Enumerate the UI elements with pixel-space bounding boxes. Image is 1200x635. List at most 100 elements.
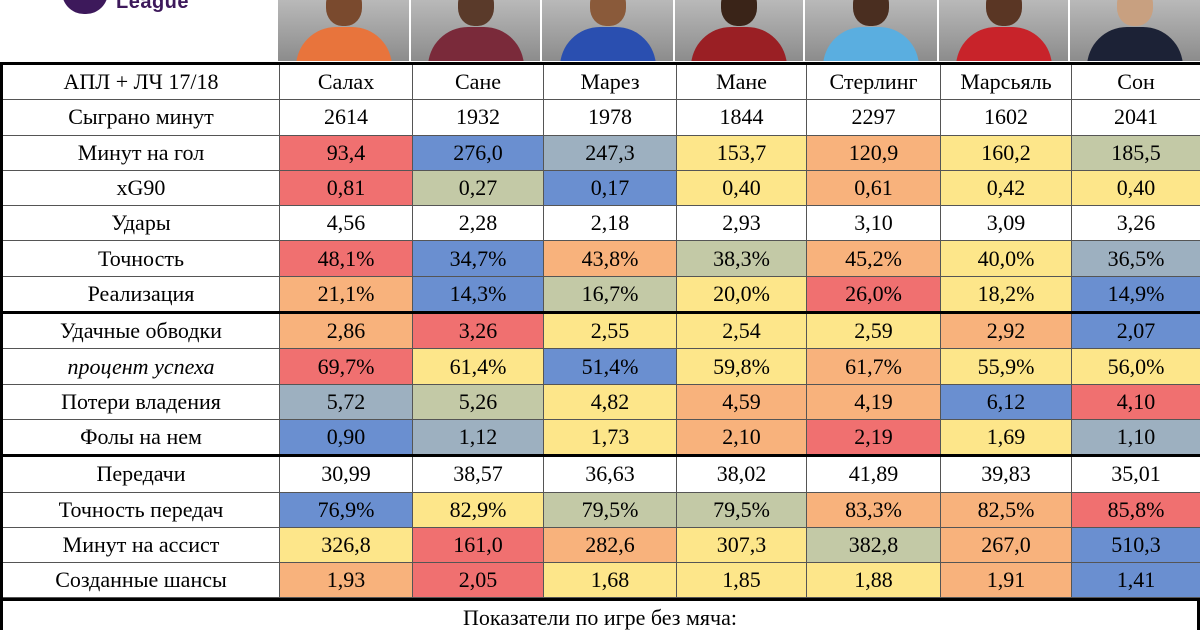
- metric-value-cell: 2,18: [544, 206, 677, 241]
- player-name-header: Стерлинг: [807, 64, 941, 100]
- league-logo-text: League: [116, 0, 189, 14]
- metric-value-cell: 0,90: [280, 419, 413, 455]
- player-name-header: Сон: [1072, 64, 1200, 100]
- metric-value-cell: 45,2%: [807, 241, 941, 276]
- metric-value-cell: 1,91: [941, 563, 1072, 598]
- metric-label: Удары: [2, 206, 280, 241]
- player-shirt: [956, 27, 1052, 61]
- metric-value-cell: 16,7%: [544, 276, 677, 312]
- player-face: [1117, 0, 1153, 26]
- metric-value-cell: 0,17: [544, 170, 677, 205]
- metric-value-cell: 38,57: [413, 456, 544, 492]
- metric-value-cell: 510,3: [1072, 527, 1200, 562]
- metric-value-cell: 2,10: [677, 419, 807, 455]
- metric-value-cell: 26,0%: [807, 276, 941, 312]
- metric-value-cell: 79,5%: [677, 492, 807, 527]
- metric-value-cell: 2,92: [941, 313, 1072, 349]
- metric-value-cell: 1602: [941, 100, 1072, 135]
- metric-label: Удачные обводки: [2, 313, 280, 349]
- metric-value-cell: 1,93: [280, 563, 413, 598]
- metric-value-cell: 0,61: [807, 170, 941, 205]
- metric-value-cell: 14,9%: [1072, 276, 1200, 312]
- metric-value-cell: 2,55: [544, 313, 677, 349]
- player-face: [721, 0, 757, 26]
- metric-label: Точность передач: [2, 492, 280, 527]
- metric-value-cell: 61,4%: [413, 349, 544, 384]
- metric-value-cell: 4,82: [544, 384, 677, 419]
- metric-value-cell: 2614: [280, 100, 413, 135]
- metric-value-cell: 2,54: [677, 313, 807, 349]
- metric-value-cell: 69,7%: [280, 349, 413, 384]
- metric-value-cell: 3,10: [807, 206, 941, 241]
- metric-value-cell: 55,9%: [941, 349, 1072, 384]
- metric-value-cell: 3,09: [941, 206, 1072, 241]
- metric-value-cell: 276,0: [413, 135, 544, 170]
- player-face: [458, 0, 494, 26]
- metric-value-cell: 93,4: [280, 135, 413, 170]
- metric-value-cell: 76,9%: [280, 492, 413, 527]
- player-photo: [411, 0, 540, 61]
- metric-value-cell: 38,02: [677, 456, 807, 492]
- metric-value-cell: 153,7: [677, 135, 807, 170]
- metric-value-cell: 56,0%: [1072, 349, 1200, 384]
- metric-value-cell: 30,99: [280, 456, 413, 492]
- metric-value-cell: 85,8%: [1072, 492, 1200, 527]
- metric-value-cell: 4,56: [280, 206, 413, 241]
- season-label: АПЛ + ЛЧ 17/18: [2, 64, 280, 100]
- metric-value-cell: 82,5%: [941, 492, 1072, 527]
- league-logo: League: [0, 0, 278, 61]
- metric-value-cell: 1,73: [544, 419, 677, 455]
- player-photo: [278, 0, 409, 61]
- lion-crest-icon: [62, 0, 108, 14]
- player-shirt: [296, 27, 392, 61]
- metric-value-cell: 5,72: [280, 384, 413, 419]
- metric-value-cell: 5,26: [413, 384, 544, 419]
- metric-value-cell: 2041: [1072, 100, 1200, 135]
- player-face: [986, 0, 1022, 26]
- metric-value-cell: 0,40: [677, 170, 807, 205]
- metric-value-cell: 185,5: [1072, 135, 1200, 170]
- metric-value-cell: 79,5%: [544, 492, 677, 527]
- metric-value-cell: 1932: [413, 100, 544, 135]
- metric-value-cell: 1978: [544, 100, 677, 135]
- metric-value-cell: 59,8%: [677, 349, 807, 384]
- metric-value-cell: 34,7%: [413, 241, 544, 276]
- metric-value-cell: 2,07: [1072, 313, 1200, 349]
- player-name-header: Марсьяль: [941, 64, 1072, 100]
- metric-value-cell: 0,40: [1072, 170, 1200, 205]
- metric-value-cell: 0,42: [941, 170, 1072, 205]
- metric-label: xG90: [2, 170, 280, 205]
- metric-value-cell: 48,1%: [280, 241, 413, 276]
- metric-value-cell: 39,83: [941, 456, 1072, 492]
- player-shirt: [823, 27, 919, 61]
- metric-label: Фолы на нем: [2, 419, 280, 455]
- metric-value-cell: 267,0: [941, 527, 1072, 562]
- metric-label: Потери владения: [2, 384, 280, 419]
- player-name-header: Салах: [280, 64, 413, 100]
- metric-value-cell: 36,63: [544, 456, 677, 492]
- player-photo: [542, 0, 673, 61]
- metric-label: Реализация: [2, 276, 280, 312]
- metric-value-cell: 35,01: [1072, 456, 1200, 492]
- metric-label: Минут на гол: [2, 135, 280, 170]
- metric-value-cell: 38,3%: [677, 241, 807, 276]
- metric-value-cell: 160,2: [941, 135, 1072, 170]
- metric-value-cell: 2,19: [807, 419, 941, 455]
- footer-caption: Показатели по игре без мяча:: [0, 598, 1200, 630]
- header-strip: League: [0, 0, 1200, 62]
- metric-value-cell: 82,9%: [413, 492, 544, 527]
- metric-value-cell: 20,0%: [677, 276, 807, 312]
- metric-value-cell: 2,59: [807, 313, 941, 349]
- metric-value-cell: 120,9: [807, 135, 941, 170]
- metric-value-cell: 1,68: [544, 563, 677, 598]
- metric-value-cell: 382,8: [807, 527, 941, 562]
- metric-value-cell: 282,6: [544, 527, 677, 562]
